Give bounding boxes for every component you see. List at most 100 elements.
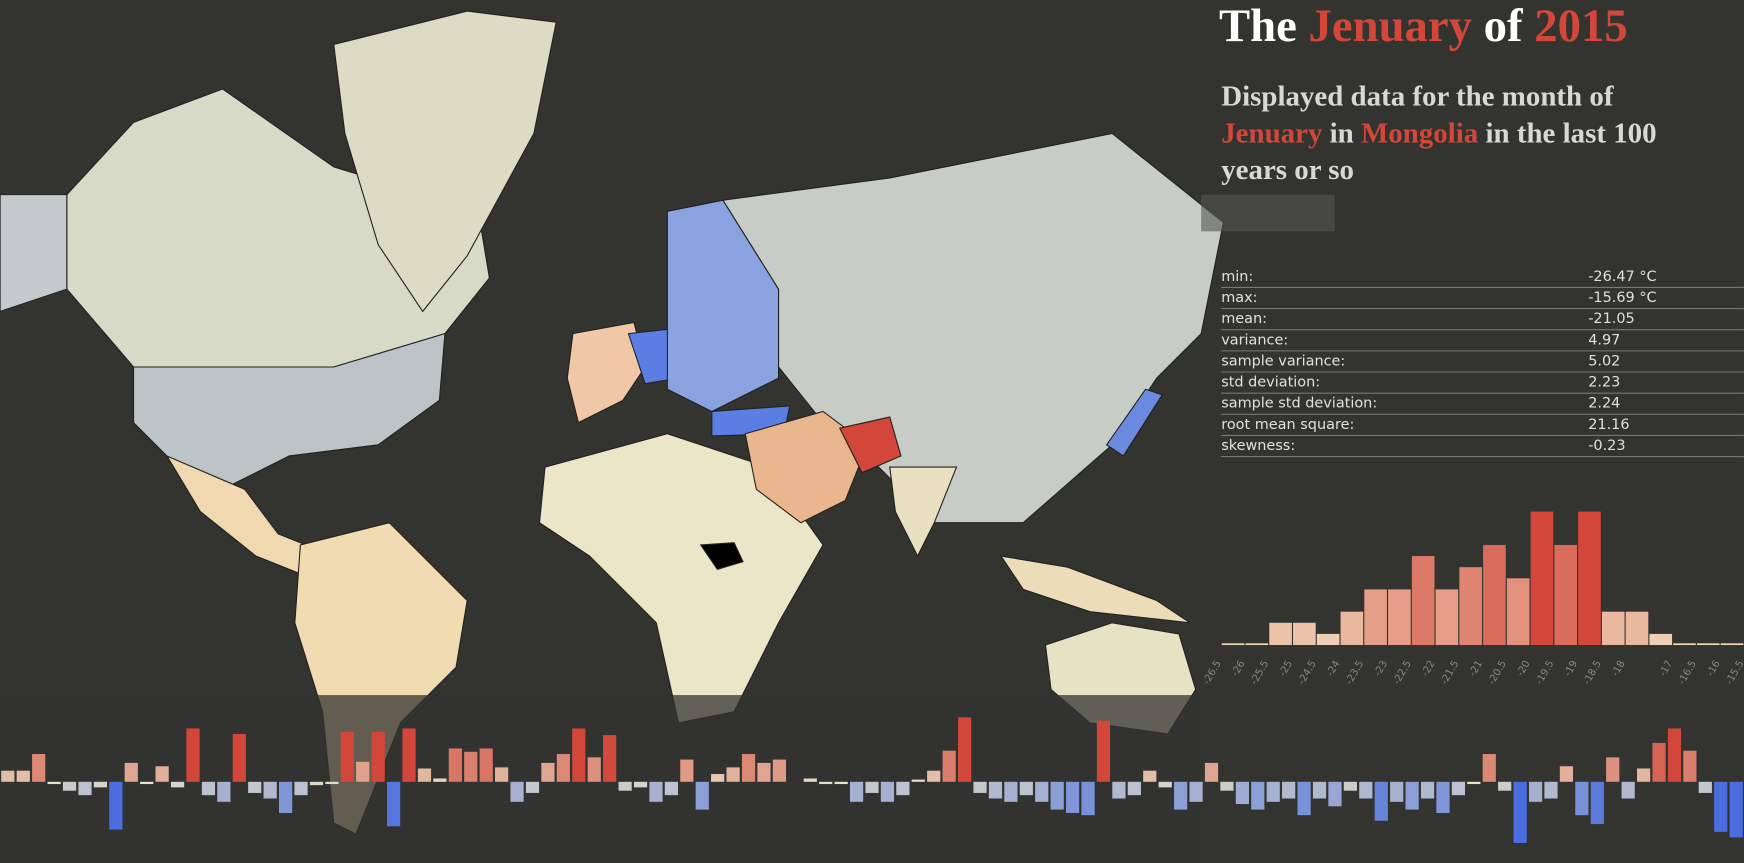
anomaly-bar xyxy=(603,735,617,782)
hist-bar xyxy=(1649,633,1673,646)
anomaly-bar xyxy=(124,762,138,782)
anomaly-bar xyxy=(587,757,601,782)
title-month: Jenuary xyxy=(1308,1,1473,53)
stat-value: 2.23 xyxy=(1588,375,1620,391)
x-tick-label: -17 xyxy=(1658,659,1676,679)
hist-bar xyxy=(1388,589,1411,646)
subtitle-box: Displayed data for the month of Jenuary … xyxy=(1221,80,1656,186)
anomaly-bar xyxy=(433,778,447,782)
subtitle-month: Jenuary xyxy=(1221,116,1323,150)
x-tick-label: -22 xyxy=(1420,659,1438,679)
stat-label: mean: xyxy=(1221,311,1267,327)
anomaly-bar xyxy=(572,728,586,782)
anomaly-bar xyxy=(201,781,216,796)
anomaly-bar xyxy=(942,750,956,782)
stat-value: 2.24 xyxy=(1588,396,1620,412)
anomaly-bar xyxy=(325,781,339,785)
asia xyxy=(722,132,1225,524)
anomaly-bar xyxy=(1004,781,1018,802)
x-tick-label: -23 xyxy=(1372,659,1390,679)
stat-label: sample std deviation: xyxy=(1221,396,1377,412)
anomaly-bar xyxy=(1451,781,1466,796)
x-tick-label: -25.5 xyxy=(1249,659,1271,687)
anomaly-bar xyxy=(16,770,30,782)
anomaly-bar xyxy=(1513,781,1527,843)
anomaly-bar xyxy=(1683,750,1697,782)
hist-bar xyxy=(1483,544,1506,646)
anomaly-bar xyxy=(479,748,493,782)
anomaly-bar xyxy=(664,781,678,796)
anomaly-bar xyxy=(1204,762,1219,782)
anomaly-bar xyxy=(1436,781,1450,813)
middle-east xyxy=(744,410,869,524)
hist-bar xyxy=(1411,556,1435,646)
alaska xyxy=(0,194,68,313)
subtitle-text: Displayed data for the month of xyxy=(1221,80,1614,113)
anomaly-bar xyxy=(1251,781,1265,810)
anomaly-bar xyxy=(232,733,246,782)
title: The Jenuary of 2015 xyxy=(1219,0,1742,53)
india xyxy=(889,466,958,558)
anomaly-bar xyxy=(1636,768,1651,782)
usa xyxy=(133,332,446,490)
x-tick-label: -25 xyxy=(1277,659,1295,679)
anomaly-bar xyxy=(32,754,46,782)
anomaly-bar xyxy=(510,781,524,802)
anomaly-bar xyxy=(1420,781,1435,799)
hist-bar xyxy=(1696,643,1720,646)
hist-bar xyxy=(1578,511,1601,646)
anomaly-bar xyxy=(1328,781,1342,807)
anomaly-bar xyxy=(387,781,401,827)
anomaly-bar xyxy=(464,751,478,782)
anomaly-bar xyxy=(417,768,432,782)
anomaly-bar xyxy=(1081,781,1095,816)
subtitle-country: Mongolia xyxy=(1360,116,1479,150)
hist-bar xyxy=(1625,611,1649,646)
anomaly-bar xyxy=(1621,781,1635,799)
anomaly-bar xyxy=(927,770,941,782)
anomaly-bar xyxy=(726,767,740,782)
anomaly-bar xyxy=(186,728,200,782)
x-tick-label: -21.5 xyxy=(1439,659,1461,687)
south-sudan xyxy=(699,542,744,571)
anomaly-bar xyxy=(1174,781,1188,810)
anomaly-bar xyxy=(556,754,570,782)
anomaly-bar xyxy=(217,781,231,802)
anomaly-bar xyxy=(93,781,108,788)
anomaly-bar xyxy=(1127,781,1141,796)
anomaly-bar xyxy=(695,781,709,810)
anomaly-bar xyxy=(1,770,15,782)
anomaly-bar xyxy=(633,781,648,788)
anomaly-bar xyxy=(1374,781,1388,821)
anomaly-bar xyxy=(741,754,756,782)
anomaly-bar xyxy=(680,759,694,782)
anomaly-bar xyxy=(541,762,555,782)
stat-value: -21.05 xyxy=(1588,311,1635,327)
stat-value: 21.16 xyxy=(1588,417,1629,433)
anomaly-bar xyxy=(1066,781,1080,813)
stat-value: 4.97 xyxy=(1588,332,1620,348)
stat-value: -0.23 xyxy=(1588,438,1625,454)
anomaly-bar xyxy=(957,717,972,782)
hist-bar xyxy=(1554,544,1578,646)
anomaly-bar xyxy=(649,781,663,802)
anomaly-bar xyxy=(371,731,385,782)
anomaly-bar xyxy=(1096,720,1111,782)
greenland xyxy=(333,10,557,313)
anomaly-bar xyxy=(834,781,848,785)
stat-label: max: xyxy=(1221,290,1257,306)
x-tick-label: -18.5 xyxy=(1581,659,1603,687)
anomaly-bar xyxy=(155,766,169,782)
anomaly-bar xyxy=(1729,781,1743,838)
anomaly-bar xyxy=(1667,728,1682,782)
anomaly-bar xyxy=(263,781,277,799)
anomaly-bar xyxy=(62,781,77,791)
anomaly-bar xyxy=(711,774,725,782)
x-tick-label: -23.5 xyxy=(1344,659,1366,687)
stat-label: skewness: xyxy=(1221,438,1295,454)
anomaly-bar xyxy=(1606,757,1620,782)
anomaly-bar xyxy=(1498,781,1512,791)
title-text: The xyxy=(1218,1,1297,53)
hist-bar xyxy=(1316,633,1340,646)
